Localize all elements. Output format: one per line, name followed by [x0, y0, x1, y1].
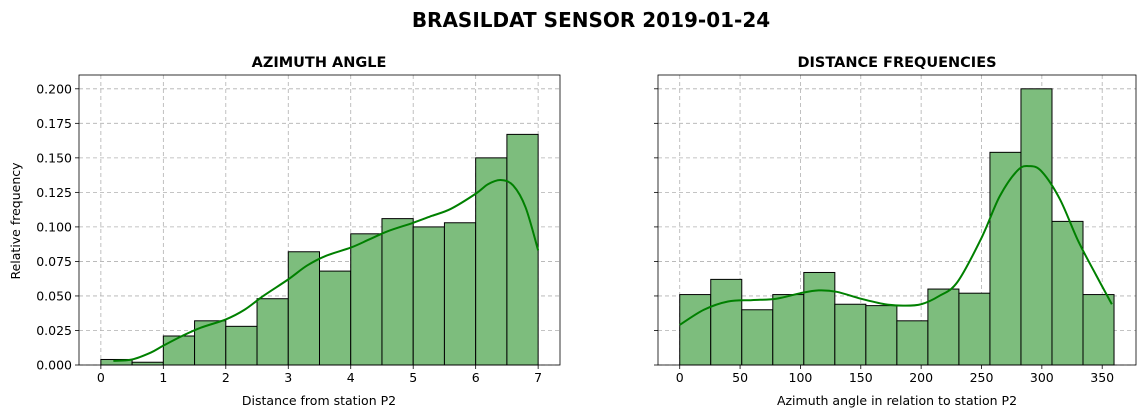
y-tick-label: 0.000: [36, 358, 72, 373]
left-subplot-title: AZIMUTH ANGLE: [252, 55, 387, 71]
x-tick-label: 6: [472, 370, 480, 385]
histogram-bar: [865, 305, 898, 366]
x-tick-label: 100: [789, 370, 813, 385]
y-tick-label: 0.050: [36, 288, 72, 303]
histogram-bar: [475, 157, 508, 366]
x-tick-label: 300: [1030, 370, 1054, 385]
left-subplot: AZIMUTH ANGLE Distance from station P2 R…: [8, 55, 561, 408]
right-subplot-title: DISTANCE FREQUENCIES: [797, 55, 996, 71]
x-tick-label: 0: [676, 370, 684, 385]
histogram-bar: [803, 271, 836, 366]
y-tick-label: 0.100: [36, 219, 72, 234]
left-kde-line: [113, 178, 540, 362]
right-axes-frame: [657, 74, 1137, 366]
histogram-bar: [834, 303, 867, 366]
histogram-bar: [162, 335, 196, 366]
histogram-bar: [131, 361, 164, 366]
x-tick-label: 250: [970, 370, 994, 385]
histogram-bar: [256, 298, 289, 366]
histogram-bar: [710, 278, 743, 366]
histogram-bar: [896, 320, 929, 366]
y-tick-label: 0.150: [36, 150, 72, 165]
histogram-bar: [350, 233, 383, 366]
x-tick-label: 5: [409, 370, 417, 385]
left-x-axis-label: Distance from station P2: [242, 393, 396, 408]
right-histogram-bars: [679, 88, 1115, 366]
x-tick-label: 50: [732, 370, 748, 385]
left-y-axis-label: Relative frequency: [8, 162, 23, 280]
x-tick-label: 4: [347, 370, 355, 385]
histogram-bar: [741, 309, 774, 366]
histogram-bar: [381, 218, 414, 366]
x-tick-label: 2: [222, 370, 230, 385]
x-tick-label: 200: [909, 370, 933, 385]
right-kde-line: [679, 164, 1113, 326]
x-tick-label: 150: [849, 370, 873, 385]
histogram-bar: [412, 226, 445, 366]
histogram-bar: [506, 133, 539, 366]
y-tick-label: 0.025: [36, 323, 72, 338]
histogram-bar: [443, 222, 477, 366]
x-tick-label: 1: [159, 370, 167, 385]
y-tick-label: 0.200: [36, 81, 72, 96]
figure-title: BRASILDAT SENSOR 2019-01-24: [412, 8, 770, 32]
histogram-bar: [772, 294, 805, 366]
right-subplot: DISTANCE FREQUENCIES Azimuth angle in re…: [654, 55, 1137, 408]
left-axes-frame: [78, 74, 561, 366]
histogram-bar: [679, 294, 712, 366]
y-tick-label: 0.125: [36, 185, 72, 200]
histogram-bar: [1020, 88, 1053, 366]
histogram-bar: [319, 270, 352, 366]
right-x-axis-label: Azimuth angle in relation to station P2: [777, 393, 1017, 408]
histogram-bar: [958, 292, 991, 366]
histogram-bar: [989, 151, 1022, 366]
histogram-bar: [1051, 220, 1084, 366]
histogram-bar: [225, 325, 258, 366]
y-tick-label: 0.075: [36, 254, 72, 269]
x-tick-label: 0: [97, 370, 105, 385]
histogram-bar: [1082, 294, 1115, 366]
x-tick-label: 350: [1090, 370, 1114, 385]
left-histogram-bars: [100, 133, 539, 366]
x-tick-label: 3: [284, 370, 292, 385]
x-tick-label: 7: [534, 370, 542, 385]
y-tick-label: 0.175: [36, 116, 72, 131]
